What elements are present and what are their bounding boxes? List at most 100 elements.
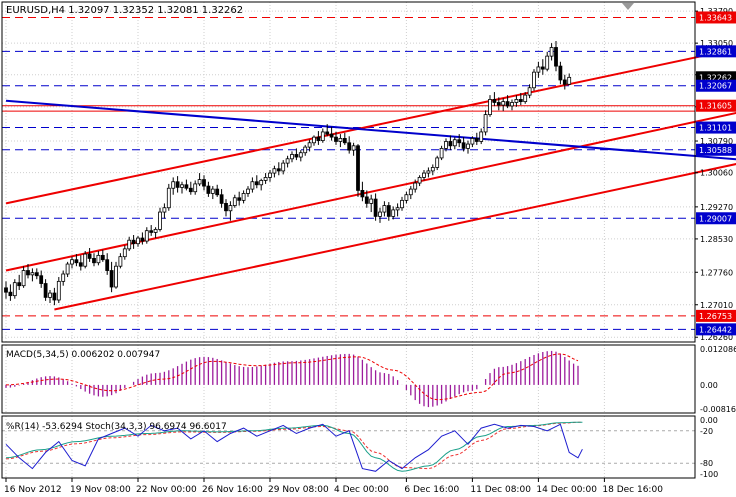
- candle: [78, 255, 83, 271]
- candle-body: [48, 292, 52, 298]
- macd-indicator: [5, 350, 579, 408]
- price-tick-label: 1.27010: [700, 301, 733, 310]
- candle: [162, 203, 167, 219]
- candle-body: [342, 138, 347, 144]
- candle: [171, 177, 176, 195]
- candle: [188, 181, 193, 195]
- candle: [334, 131, 338, 145]
- candle: [320, 128, 325, 143]
- candle: [395, 203, 400, 217]
- candle: [325, 124, 330, 137]
- candle-body: [122, 248, 127, 258]
- candle-body: [56, 280, 61, 301]
- candle-body: [276, 168, 281, 172]
- candle: [61, 270, 66, 286]
- price-tag: [696, 212, 736, 225]
- candle: [30, 268, 35, 282]
- time-tick-label: 26 Nov 16:00: [202, 485, 263, 495]
- wpr-tick-label: -100: [700, 470, 718, 479]
- candle-body: [562, 79, 567, 85]
- macd-tick-label: 0.012086: [700, 345, 736, 354]
- candle-body: [268, 172, 272, 178]
- candle-body: [417, 177, 422, 184]
- candle-body: [386, 205, 391, 217]
- candle-body: [34, 272, 39, 277]
- candle: [193, 180, 198, 195]
- candle: [294, 148, 299, 161]
- candle-body: [426, 170, 431, 174]
- candle: [307, 139, 312, 152]
- price-tick-label: 1.26260: [700, 333, 733, 342]
- candle: [518, 92, 523, 106]
- candle-body: [105, 259, 110, 271]
- candle-body: [281, 162, 286, 172]
- candle-body: [193, 183, 198, 193]
- candle: [540, 59, 545, 75]
- panel-frame: [1, 1, 696, 343]
- price-tick-label: 1.30790: [700, 137, 733, 146]
- candle-body: [26, 270, 30, 276]
- candle-body: [505, 101, 510, 107]
- candle: [175, 176, 180, 193]
- panel-frame: [1, 344, 696, 414]
- candle-body: [514, 99, 519, 103]
- candle: [56, 277, 61, 304]
- price-tag: [696, 121, 736, 134]
- scroll-marker[interactable]: [622, 3, 634, 10]
- candle: [492, 92, 497, 106]
- candle: [312, 135, 316, 146]
- candle: [554, 40, 558, 72]
- candle-body: [83, 253, 88, 267]
- candle: [567, 73, 572, 86]
- candle-body: [21, 270, 26, 287]
- candle-body: [307, 142, 312, 148]
- shift-arrow-icon[interactable]: [622, 3, 634, 10]
- candle-body: [140, 237, 145, 242]
- candle: [87, 248, 92, 262]
- candle-body: [474, 138, 479, 142]
- macd-signal-line: [5, 353, 579, 401]
- price-tick-label: 1.30060: [700, 169, 733, 178]
- candle: [109, 261, 114, 293]
- candle: [549, 43, 554, 61]
- candle-body: [158, 211, 162, 230]
- candle-body: [536, 66, 541, 73]
- candle-body: [4, 287, 8, 293]
- price-tag: [696, 323, 736, 336]
- candle: [131, 235, 136, 249]
- price-tick-label: 1.28530: [700, 235, 733, 244]
- candle: [448, 135, 453, 151]
- candle: [290, 151, 294, 163]
- candle-body: [351, 145, 356, 151]
- candle-body: [114, 265, 118, 288]
- candle-body: [448, 141, 453, 147]
- candle: [417, 175, 422, 187]
- candle: [8, 284, 13, 301]
- candle: [268, 170, 272, 182]
- time-tick-label: 22 Nov 00:00: [136, 485, 197, 495]
- candle-body: [215, 188, 220, 196]
- candle-body: [422, 172, 426, 178]
- candle: [378, 207, 382, 223]
- candle-body: [382, 205, 387, 213]
- panel-frame: [1, 415, 696, 479]
- wpr-tick-label: -20: [700, 427, 713, 436]
- chart-header: EURUSD,H4 1.32097 1.32352 1.32081 1.3226…: [6, 5, 243, 16]
- candle-body: [197, 179, 202, 185]
- candle: [316, 131, 321, 145]
- price-tag-label: 1.32067: [699, 82, 732, 91]
- candle-body: [334, 136, 338, 142]
- candle: [347, 136, 352, 154]
- candle-body: [378, 211, 382, 217]
- candle-body: [523, 94, 528, 103]
- candle: [127, 236, 132, 252]
- time-tick-label: 16 Nov 2012: [4, 485, 62, 495]
- candle: [523, 92, 528, 104]
- macd-tick-label: -0.008164: [700, 405, 736, 414]
- price-tag-label: 1.31605: [699, 102, 732, 111]
- candle-body: [395, 207, 400, 211]
- candle: [369, 194, 374, 213]
- candle-body: [364, 196, 369, 204]
- price-tick-label: 1.27760: [700, 268, 733, 277]
